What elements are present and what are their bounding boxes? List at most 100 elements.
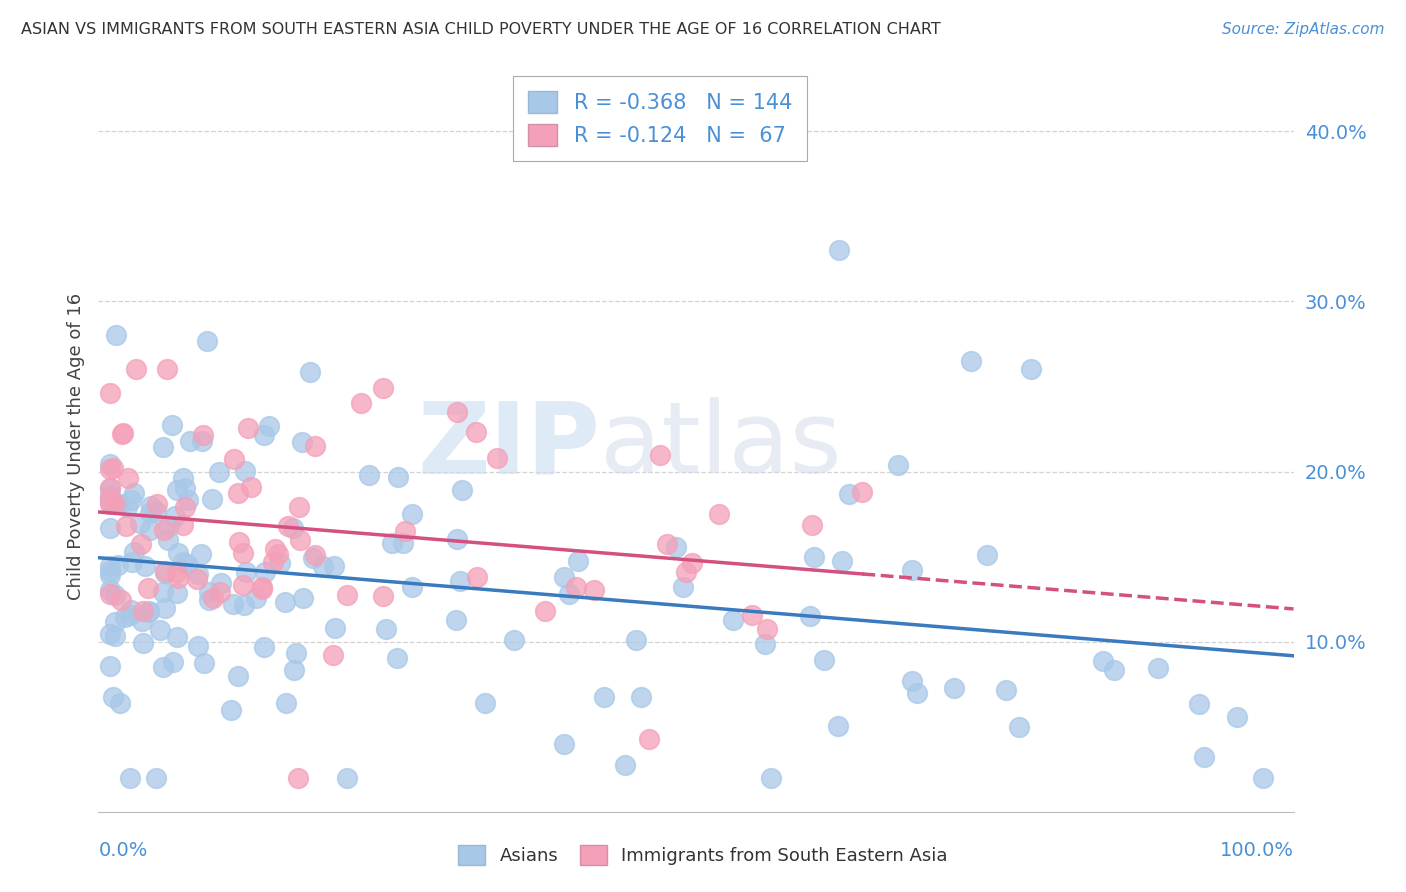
Point xyxy=(152,660,174,674)
Point xyxy=(219,703,242,717)
Point xyxy=(139,523,162,537)
Point xyxy=(132,636,155,650)
Point xyxy=(152,524,174,538)
Point xyxy=(228,669,250,683)
Point xyxy=(239,479,262,493)
Text: ASIAN VS IMMIGRANTS FROM SOUTH EASTERN ASIA CHILD POVERTY UNDER THE AGE OF 16 CO: ASIAN VS IMMIGRANTS FROM SOUTH EASTERN A… xyxy=(21,22,941,37)
Point xyxy=(350,396,373,410)
Point xyxy=(665,540,688,554)
Point xyxy=(1226,709,1249,723)
Point xyxy=(269,556,291,570)
Point xyxy=(1102,663,1125,677)
Point xyxy=(446,405,468,419)
Point xyxy=(166,565,188,579)
Point xyxy=(100,491,122,505)
Point xyxy=(675,565,697,579)
Point xyxy=(1147,660,1170,674)
Point xyxy=(110,593,132,607)
Point xyxy=(381,536,404,550)
Point xyxy=(101,690,124,704)
Point xyxy=(112,426,135,441)
Point xyxy=(104,630,127,644)
Point xyxy=(288,500,311,514)
Point xyxy=(257,418,280,433)
Point xyxy=(392,536,415,550)
Point xyxy=(486,450,509,465)
Point xyxy=(371,381,394,395)
Point xyxy=(107,558,129,572)
Point xyxy=(756,622,779,636)
Point xyxy=(302,551,325,566)
Point xyxy=(128,516,150,530)
Point xyxy=(166,630,188,644)
Point xyxy=(262,556,284,570)
Point xyxy=(558,587,581,601)
Point xyxy=(813,653,835,667)
Point xyxy=(156,362,179,376)
Point xyxy=(1251,771,1274,785)
Point xyxy=(122,486,145,500)
Point xyxy=(446,532,468,546)
Point xyxy=(235,565,257,579)
Point xyxy=(253,428,276,442)
Point xyxy=(759,771,782,785)
Point xyxy=(655,537,678,551)
Point xyxy=(139,507,162,521)
Point xyxy=(449,574,471,588)
Point xyxy=(174,500,197,514)
Point xyxy=(723,614,745,628)
Point xyxy=(152,585,174,599)
Point xyxy=(322,648,344,662)
Point xyxy=(152,440,174,454)
Point xyxy=(681,556,703,570)
Point xyxy=(648,448,672,462)
Point xyxy=(98,494,122,508)
Point xyxy=(274,595,297,609)
Point xyxy=(166,571,188,585)
Point xyxy=(166,483,188,497)
Point xyxy=(245,591,267,605)
Point xyxy=(276,696,298,710)
Point xyxy=(98,521,122,535)
Point xyxy=(474,696,496,710)
Point xyxy=(465,425,488,439)
Point xyxy=(145,771,167,785)
Point xyxy=(118,608,141,623)
Point xyxy=(221,598,243,612)
Point xyxy=(304,548,326,562)
Point xyxy=(98,587,122,601)
Point xyxy=(533,604,555,618)
Point xyxy=(905,686,928,700)
Point xyxy=(110,696,132,710)
Point xyxy=(131,614,153,628)
Point xyxy=(803,550,825,565)
Point xyxy=(831,554,853,568)
Point xyxy=(287,771,309,785)
Point xyxy=(465,570,488,584)
Point xyxy=(173,481,195,495)
Point xyxy=(172,470,194,484)
Point xyxy=(98,559,122,574)
Point xyxy=(176,558,198,572)
Point xyxy=(359,467,381,482)
Point xyxy=(195,334,218,348)
Point xyxy=(104,588,127,602)
Point xyxy=(233,464,256,478)
Point xyxy=(198,584,221,599)
Point xyxy=(98,627,122,641)
Point xyxy=(1019,362,1042,376)
Point xyxy=(115,500,138,514)
Point xyxy=(222,451,245,466)
Point xyxy=(451,483,474,497)
Point xyxy=(138,604,160,618)
Point xyxy=(191,434,214,448)
Point xyxy=(851,485,873,500)
Point xyxy=(98,659,122,673)
Point xyxy=(208,465,231,479)
Point xyxy=(387,470,409,484)
Point xyxy=(285,646,308,660)
Point xyxy=(186,566,208,581)
Point xyxy=(162,655,184,669)
Legend: Asians, Immigrants from South Eastern Asia: Asians, Immigrants from South Eastern As… xyxy=(449,836,957,874)
Point xyxy=(250,580,273,594)
